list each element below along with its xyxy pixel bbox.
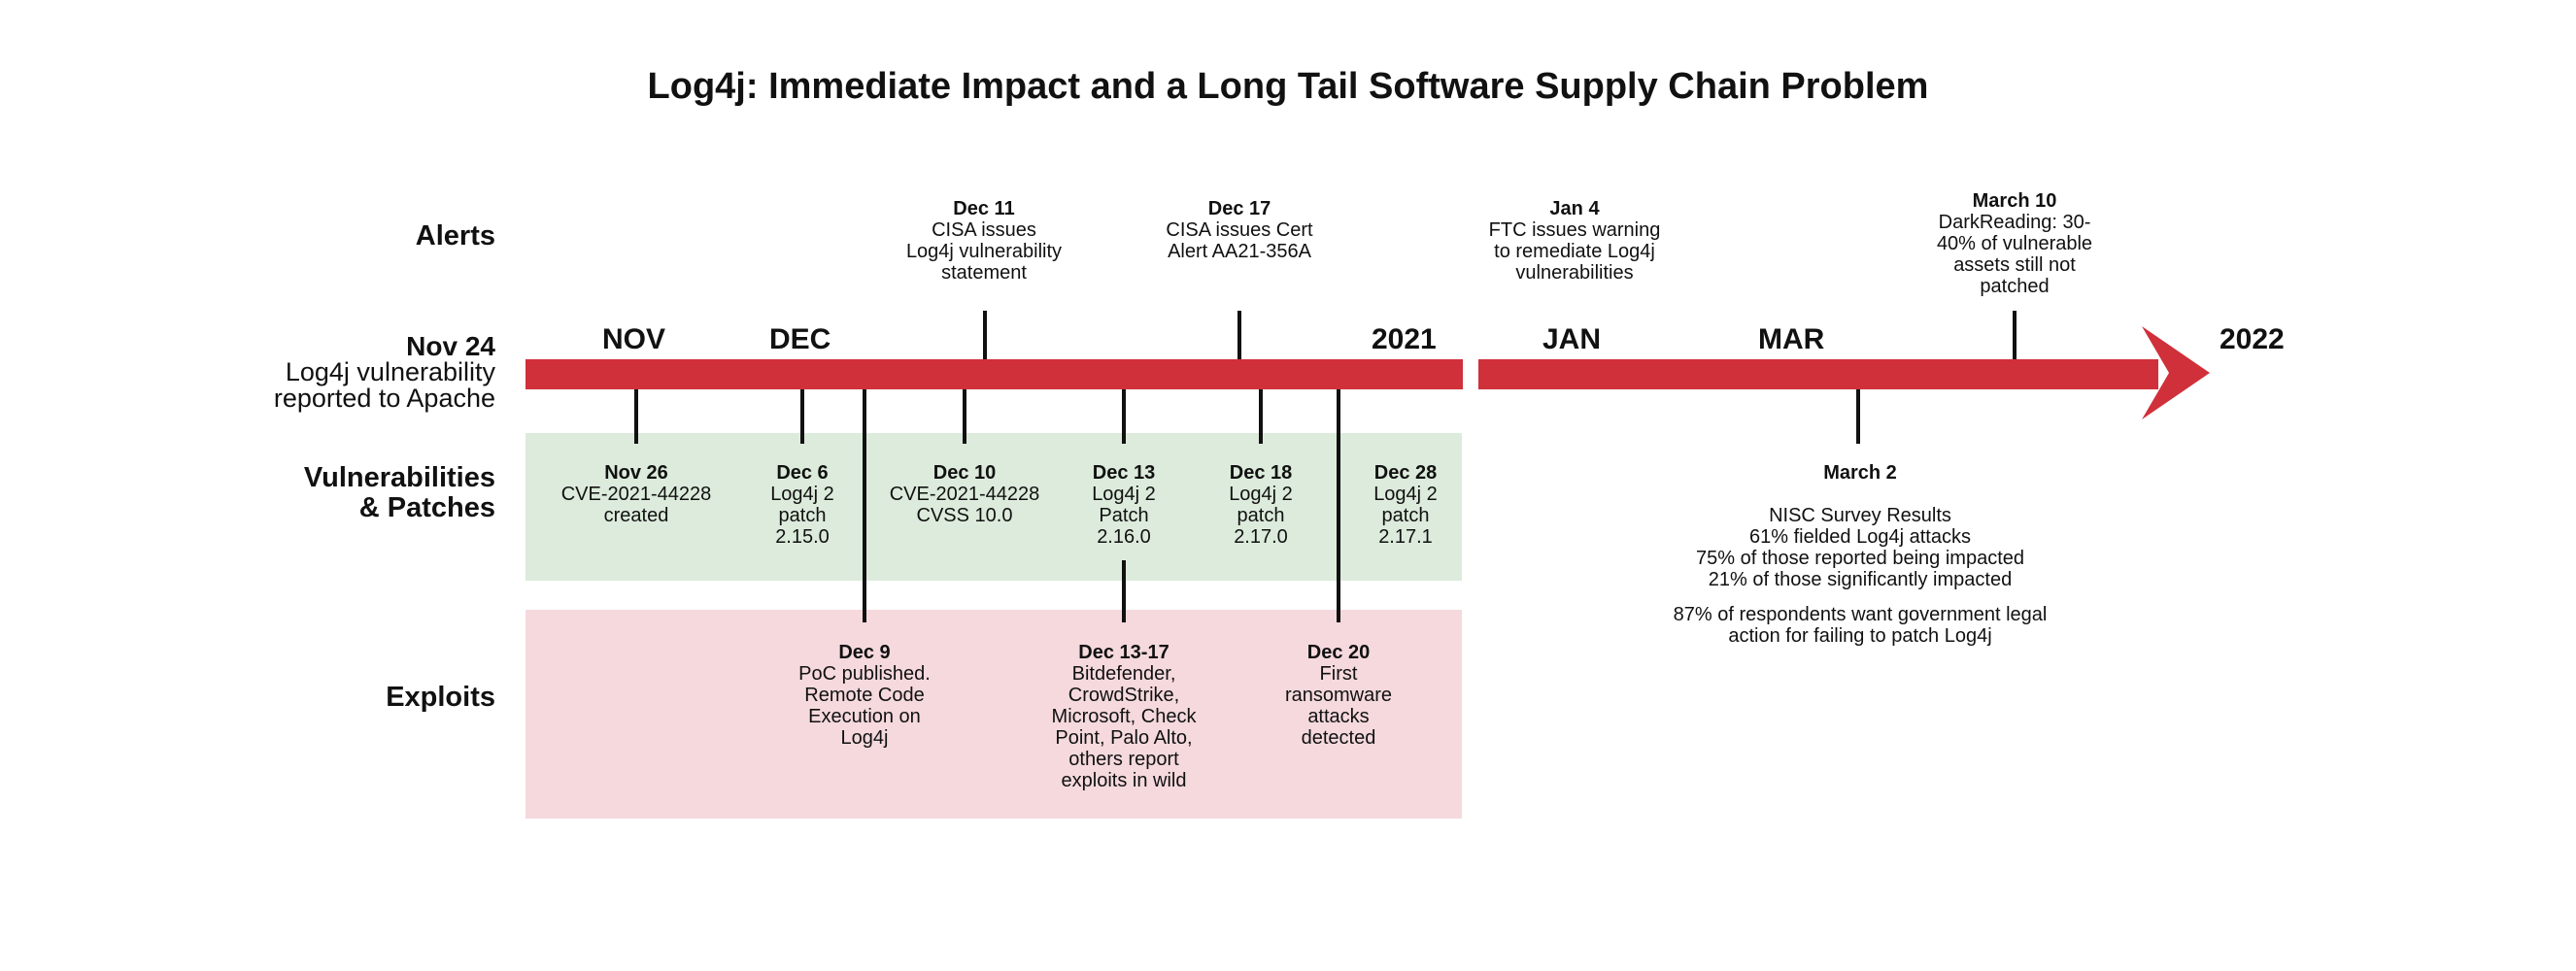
exploit-date: Dec 20: [1306, 642, 1371, 663]
alert-text: CISA issues Cert Alert AA21-356A: [1166, 219, 1313, 262]
tick-march2: [1856, 389, 1860, 444]
start-event-text: Log4j vulnerability reported to Apache: [273, 357, 495, 413]
exploit-dec20: Dec 20 First ransomware attacks detected: [1251, 642, 1426, 749]
year-2022: 2022: [2220, 323, 2285, 355]
alert-text: DarkReading: 30- 40% of vulnerable asset…: [1936, 212, 2093, 297]
month-nov: NOV: [602, 323, 666, 355]
patch-date: Dec 13: [1092, 462, 1156, 484]
alert-text: CISA issues Log4j vulnerability statemen…: [905, 219, 1063, 284]
tick-nov26: [634, 389, 638, 444]
start-event: Nov 24 Log4j vulnerability reported to A…: [146, 333, 495, 412]
month-mar: MAR: [1758, 323, 1825, 355]
patch-text: CVE-2021-44228 created: [560, 484, 712, 526]
row-label-exploits: Exploits: [386, 682, 495, 713]
patch-date: Dec 28: [1373, 462, 1438, 484]
nisc-heading: NISC Survey Results: [1769, 505, 1951, 526]
patch-text: Log4j 2 Patch 2.16.0: [1092, 484, 1156, 548]
timeline-arrowhead: [2142, 326, 2210, 419]
patch-dec10: Dec 10 CVE-2021-44228 CVSS 10.0: [867, 462, 1062, 526]
exploit-dec13-17: Dec 13-17 Bitdefender, CrowdStrike, Micr…: [1027, 642, 1221, 791]
nisc-date: March 2: [1823, 462, 1897, 484]
patch-text: CVE-2021-44228 CVSS 10.0: [889, 484, 1040, 526]
nisc-line-2: 75% of those reported being impacted: [1696, 548, 2024, 569]
diagram-title: Log4j: Immediate Impact and a Long Tail …: [647, 66, 1929, 107]
tick-dec10: [963, 389, 966, 444]
patch-dec6: Dec 6 Log4j 2 patch 2.15.0: [725, 462, 880, 548]
nisc-line-1: 61% fielded Log4j attacks: [1749, 526, 1971, 548]
tick-dec6: [800, 389, 804, 444]
exploit-text: Bitdefender, CrowdStrike, Microsoft, Che…: [1051, 663, 1197, 791]
tick-dec20: [1337, 389, 1340, 622]
alert-jan4: Jan 4 FTC issues warning to remediate Lo…: [1468, 198, 1681, 284]
patch-dec13: Dec 13 Log4j 2 Patch 2.16.0: [1046, 462, 1202, 548]
alert-date: Dec 17: [1207, 198, 1271, 219]
tick-dec17: [1237, 311, 1241, 359]
alert-date: Jan 4: [1549, 198, 1600, 219]
alert-text: FTC issues warning to remediate Log4j vu…: [1488, 219, 1661, 284]
month-dec: DEC: [769, 323, 831, 355]
timeline-bar-2021: [525, 359, 1463, 389]
patch-text: Log4j 2 patch 2.17.1: [1373, 484, 1438, 548]
row-label-vulnerabilities: Vulnerabilities & Patches: [303, 462, 495, 523]
patch-nov26: Nov 26 CVE-2021-44228 created: [539, 462, 733, 526]
tick-dec11: [983, 311, 987, 359]
patch-date: Nov 26: [604, 462, 668, 484]
tick-dec9: [863, 389, 866, 622]
patch-text: Log4j 2 patch 2.17.0: [1229, 484, 1293, 548]
exploit-text: PoC published. Remote Code Execution on …: [798, 663, 931, 749]
alert-date: Dec 11: [953, 198, 1015, 219]
patch-text: Log4j 2 patch 2.15.0: [770, 484, 834, 548]
patches-band: [525, 433, 1462, 581]
exploits-band: [525, 610, 1462, 819]
nisc-line-3: 21% of those significantly impacted: [1708, 569, 2013, 590]
patch-date: Dec 18: [1229, 462, 1293, 484]
tick-dec13-17: [1122, 560, 1126, 622]
exploit-date: Dec 13-17: [1078, 642, 1169, 663]
alert-dec11: Dec 11 CISA issues Log4j vulnerability s…: [887, 198, 1081, 284]
alert-dec17: Dec 17 CISA issues Cert Alert AA21-356A: [1142, 198, 1337, 262]
row-label-alerts: Alerts: [415, 220, 495, 251]
timeline-bar-2022: [1478, 359, 2158, 389]
start-event-date: Nov 24: [406, 331, 495, 361]
patch-dec28: Dec 28 Log4j 2 patch 2.17.1: [1333, 462, 1478, 548]
tick-dec13: [1122, 389, 1126, 444]
alert-date: March 10: [1972, 190, 2057, 212]
tick-march10: [2013, 311, 2017, 359]
exploit-text: First ransomware attacks detected: [1284, 663, 1393, 749]
tick-dec18: [1259, 389, 1263, 444]
exploit-date: Dec 9: [838, 642, 891, 663]
patch-date: Dec 6: [776, 462, 829, 484]
nisc-survey: March 2 NISC Survey Results 61% fielded …: [1574, 462, 2147, 647]
alert-march10: March 10 DarkReading: 30- 40% of vulnera…: [1908, 190, 2121, 297]
month-jan: JAN: [1542, 323, 1602, 355]
patch-dec18: Dec 18 Log4j 2 patch 2.17.0: [1183, 462, 1339, 548]
year-2021: 2021: [1372, 323, 1437, 355]
patch-date: Dec 10: [932, 462, 997, 484]
nisc-line-4: 87% of respondents want government legal…: [1673, 604, 2048, 647]
exploit-dec9: Dec 9 PoC published. Remote Code Executi…: [767, 642, 962, 749]
